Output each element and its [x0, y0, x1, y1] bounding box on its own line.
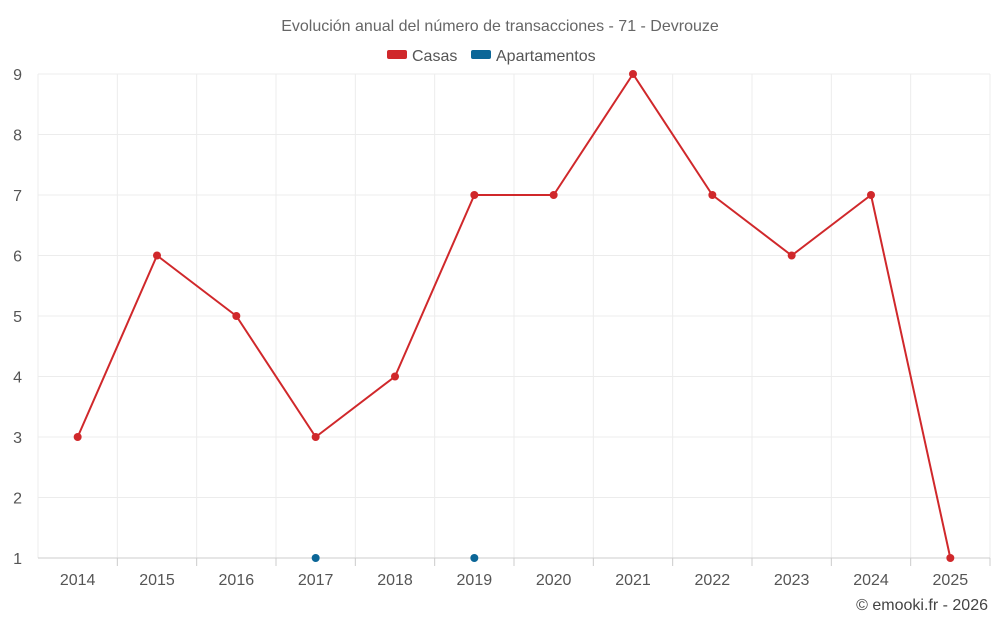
- series-line-casas: [76, 73, 952, 559]
- x-tick-label: 2025: [933, 572, 969, 589]
- legend: Casas Apartamentos: [387, 48, 596, 65]
- x-tick-label: 2020: [536, 572, 572, 589]
- data-point-casas[interactable]: [232, 312, 241, 320]
- data-point-casas[interactable]: [470, 191, 479, 199]
- legend-swatch-casas: [387, 50, 407, 59]
- y-tick-label: 1: [13, 551, 22, 568]
- legend-label-apartamentos: Apartamentos: [496, 48, 596, 65]
- x-tick-label: 2022: [695, 572, 731, 589]
- y-tick-label: 7: [13, 188, 22, 205]
- series-apartamentos: [311, 554, 479, 562]
- data-point-casas[interactable]: [946, 554, 955, 562]
- x-tick-label: 2014: [60, 572, 96, 589]
- series-casas: [73, 70, 955, 562]
- y-tick-label: 5: [13, 309, 22, 326]
- grid: [37, 73, 991, 558]
- data-point-casas[interactable]: [708, 191, 717, 199]
- data-point-casas[interactable]: [787, 251, 796, 260]
- data-point-casas[interactable]: [629, 70, 637, 78]
- legend-swatch-apartamentos: [471, 50, 491, 59]
- data-point-casas[interactable]: [549, 191, 558, 199]
- y-tick-label: 3: [13, 430, 22, 447]
- y-tick-label: 4: [13, 370, 22, 387]
- data-point-apartamentos[interactable]: [470, 554, 479, 562]
- y-tick-label: 9: [13, 67, 22, 84]
- x-tick-label: 2019: [457, 572, 493, 589]
- x-tick-label: 2024: [853, 572, 889, 589]
- axes: 1 2 3 4 5 6 7 8 9 2014 2015 2016 2017 2018 2019 2020 202…: [13, 67, 991, 589]
- legend-item-apartamentos[interactable]: Apartamentos: [471, 48, 596, 65]
- legend-item-casas[interactable]: Casas: [387, 48, 457, 65]
- x-tick-label: 2018: [377, 572, 413, 589]
- credit-text: © emooki.fr - 2026: [856, 597, 988, 614]
- y-tick-label: 2: [13, 491, 22, 508]
- x-tick-label: 2016: [219, 572, 255, 589]
- chart-title: Evolución anual del número de transaccio…: [281, 18, 719, 35]
- y-tick-label: 8: [13, 128, 22, 145]
- data-point-casas[interactable]: [73, 433, 82, 441]
- x-tick-label: 2017: [298, 572, 334, 589]
- data-point-casas[interactable]: [391, 372, 399, 381]
- legend-label-casas: Casas: [412, 48, 457, 65]
- y-tick-label: 6: [13, 249, 22, 266]
- data-point-casas[interactable]: [311, 433, 320, 441]
- series: [73, 70, 955, 562]
- data-point-casas[interactable]: [153, 251, 161, 260]
- x-tick-label: 2021: [615, 572, 651, 589]
- data-point-casas[interactable]: [867, 191, 875, 199]
- x-tick-label: 2015: [139, 572, 175, 589]
- data-point-apartamentos[interactable]: [311, 554, 320, 562]
- x-tick-label: 2023: [774, 572, 810, 589]
